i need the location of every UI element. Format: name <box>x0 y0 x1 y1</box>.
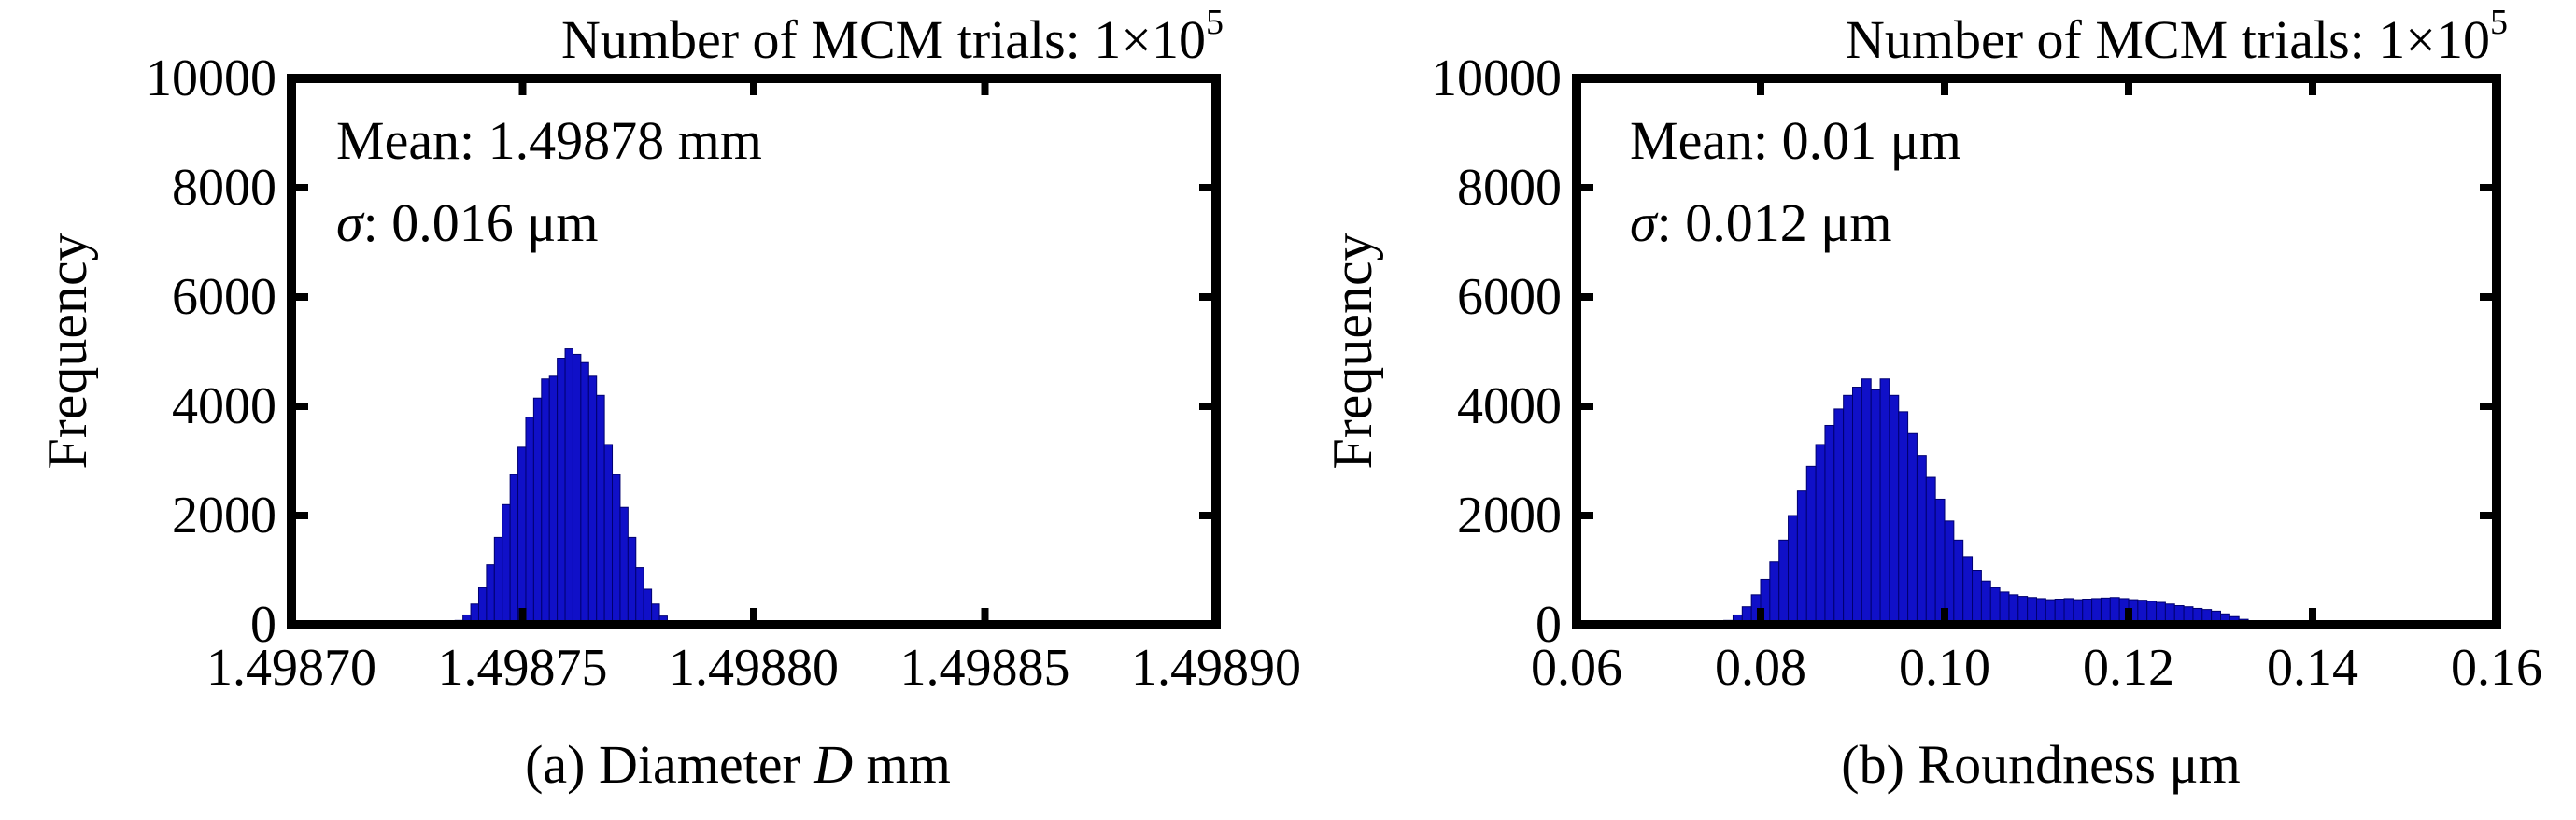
y-tick-label: 6000 <box>1457 268 1562 326</box>
histogram-bar <box>1907 432 1918 626</box>
histogram-bar <box>1889 394 1900 626</box>
plot-frame <box>1572 74 2501 629</box>
histogram-bar <box>1989 587 2001 626</box>
histogram-bar <box>1962 556 1974 626</box>
x-tick-labels: 1.49870 1.49875 1.49880 1.49885 1.49890 <box>206 639 1301 697</box>
histogram-bar <box>557 358 566 626</box>
histogram-bar <box>1824 424 1835 626</box>
y-tick-label: 0 <box>250 596 276 654</box>
histogram-bar <box>1916 455 1927 626</box>
y-tick-label: 8000 <box>172 159 276 217</box>
x-axis-caption: (b) Roundness μm <box>1841 734 2240 795</box>
annotation-mean: Mean: 1.49878 mm <box>336 110 762 171</box>
histogram-bar <box>1815 444 1826 626</box>
y-axis-label: Frequency <box>36 233 98 469</box>
histogram-bar <box>1861 378 1872 626</box>
chart-title: Number of MCM trials: 1×105 <box>561 3 1224 70</box>
histogram-bar <box>1999 591 2010 626</box>
y-tick-label: 0 <box>1536 596 1562 654</box>
x-tick-label: 0.08 <box>1715 639 1806 697</box>
histogram-bar <box>541 378 550 626</box>
x-tick-label: 0.10 <box>1899 639 1990 697</box>
x-tick-label: 0.06 <box>1531 639 1622 697</box>
x-tick-label: 1.49885 <box>900 639 1070 697</box>
histogram-bar <box>1805 465 1817 626</box>
annotation-mean: Mean: 0.01 μm <box>1630 110 1961 171</box>
histogram-bar <box>619 506 629 626</box>
histogram-bar <box>1843 394 1854 626</box>
histogram-bar <box>1980 580 1991 626</box>
histogram-bar <box>1879 378 1890 626</box>
x-tick-label: 0.16 <box>2451 639 2542 697</box>
histogram-bar <box>596 394 605 626</box>
histogram-bar <box>493 536 503 626</box>
x-axis-caption: (a) Diameter D mm <box>525 734 951 795</box>
histogram-bar <box>1796 490 1807 626</box>
histogram-bar <box>603 444 614 626</box>
histogram-bar <box>509 474 519 626</box>
annotation-sigma: σ: 0.016 μm <box>336 192 598 253</box>
annotation-sigma: σ: 0.012 μm <box>1630 192 1891 253</box>
x-tick-label: 1.49870 <box>206 639 376 697</box>
histogram-bar <box>572 353 582 626</box>
histogram-bar <box>532 397 543 626</box>
x-tick-label: 0.14 <box>2267 639 2358 697</box>
histogram-bar <box>643 588 653 626</box>
histogram-bar <box>477 587 488 626</box>
y-tick-label: 2000 <box>1457 487 1562 544</box>
y-tick-label: 4000 <box>172 377 276 435</box>
histogram-bar <box>525 417 534 626</box>
histogram-bar <box>1870 389 1881 626</box>
x-tick-label: 1.49890 <box>1131 639 1301 697</box>
histogram-bar <box>1769 561 1780 626</box>
histogram-panel-diameter: Number of MCM trials: 1×105 0 2000 4000 600… <box>36 3 1301 795</box>
histogram-bar <box>1852 387 1862 626</box>
y-tick-label: 10000 <box>1431 49 1562 107</box>
plot-frame <box>287 74 1221 629</box>
bars-group <box>438 348 684 626</box>
histogram-bar <box>1953 539 1964 626</box>
histogram-panel-roundness: Number of MCM trials: 1×105 0 2000 4000 600… <box>1322 3 2542 795</box>
y-tick-label: 2000 <box>172 487 276 544</box>
y-tick-label: 4000 <box>1457 377 1562 435</box>
histogram-bar <box>1898 411 1909 626</box>
histogram-bar <box>1833 408 1845 626</box>
histogram-bar <box>548 375 559 626</box>
histogram-bar <box>612 474 621 626</box>
x-tick-label: 0.12 <box>2083 639 2174 697</box>
y-tick-labels: 0 2000 4000 6000 8000 10000 <box>146 49 276 654</box>
y-tick-labels: 0 2000 4000 6000 8000 10000 <box>1431 49 1562 654</box>
x-tick-label: 1.49875 <box>438 639 608 697</box>
y-tick-label: 8000 <box>1457 159 1562 217</box>
histogram-bar <box>1972 570 1982 626</box>
histogram-bar <box>517 446 527 626</box>
histogram-bar <box>587 375 598 626</box>
y-tick-label: 10000 <box>146 49 276 107</box>
bars-group <box>1705 378 2277 626</box>
y-axis-label: Frequency <box>1322 233 1383 469</box>
chart-title: Number of MCM trials: 1×105 <box>1846 3 2508 70</box>
histogram-bar <box>486 564 495 626</box>
histogram-bar <box>1925 476 1936 626</box>
histogram-bar <box>1778 539 1790 626</box>
x-tick-label: 1.49880 <box>669 639 839 697</box>
histogram-bar <box>1934 498 1946 626</box>
histogram-bar <box>627 536 637 626</box>
y-tick-label: 6000 <box>172 268 276 326</box>
histogram-bar <box>564 348 573 626</box>
histogram-bar <box>635 567 644 626</box>
histogram-bar <box>502 503 511 626</box>
histogram-bar <box>580 361 589 626</box>
x-tick-labels: 0.06 0.08 0.10 0.12 0.14 0.16 <box>1531 639 2542 697</box>
histogram-bar <box>1788 515 1798 626</box>
